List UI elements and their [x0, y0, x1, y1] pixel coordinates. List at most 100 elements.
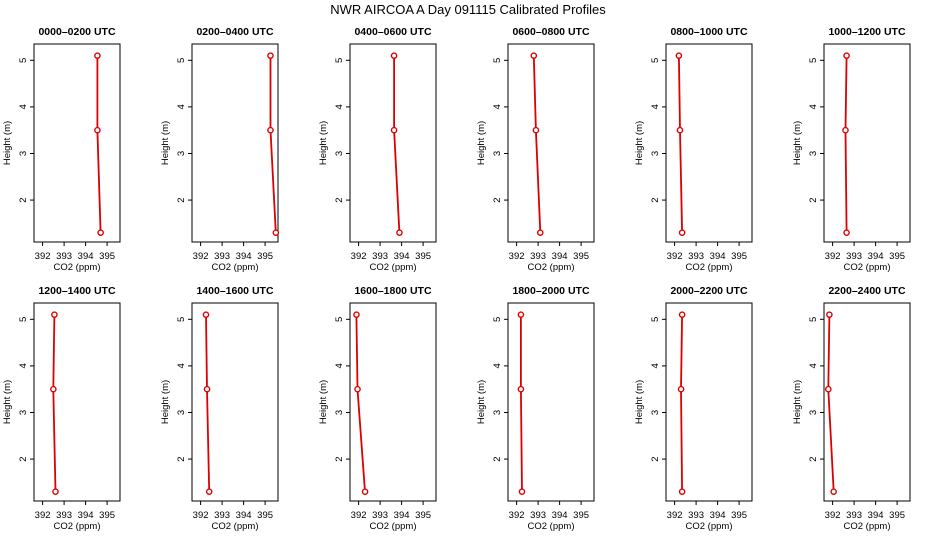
y-tick-label: 3 [18, 151, 29, 156]
data-point [361, 488, 369, 495]
profile-line [205, 314, 211, 492]
y-tick-label: 5 [808, 58, 819, 63]
y-tick-label: 5 [650, 317, 661, 322]
y-tick-label: 3 [176, 151, 187, 156]
data-point [830, 488, 837, 495]
y-tick-label: 4 [492, 363, 503, 368]
x-axis-label: CO2 (ppm) [528, 521, 575, 532]
profile-line [678, 55, 683, 233]
profile-line [269, 55, 277, 233]
y-tick-label: 5 [334, 317, 345, 322]
profile-line [680, 314, 683, 492]
y-tick-label: 5 [334, 58, 345, 63]
x-tick-label: 393 [530, 251, 546, 262]
profile-panel: 1200–1400 UTC 392 393 394 395 2 3 4 5 CO2 (ppm) He… [2, 285, 121, 532]
y-tick-label: 3 [334, 151, 345, 156]
panel-title: 0000–0200 UTC [38, 26, 115, 38]
profile-line [520, 314, 523, 492]
data-point [52, 488, 59, 495]
x-tick-label: 394 [552, 251, 568, 262]
y-tick-label: 3 [176, 410, 187, 415]
plot-frame [507, 302, 595, 502]
x-axis-label: CO2 (ppm) [54, 521, 101, 532]
x-tick-label: 392 [193, 510, 209, 521]
x-tick-label: 394 [236, 510, 252, 521]
y-tick-label: 5 [650, 58, 661, 63]
profile-panel: 0000–0200 UTC 392 393 394 395 2 3 4 5 CO2 (ppm) He… [2, 26, 121, 273]
data-point [678, 488, 686, 495]
data-point [676, 126, 684, 134]
plot-frame [823, 302, 911, 502]
figure-suptitle: NWR AIRCOA A Day 091115 Calibrated Profi… [330, 2, 606, 17]
plot-frame [191, 302, 279, 502]
profile-panel: 1000–1200 UTC 392 393 394 395 2 3 4 5 CO2 (ppm) He… [792, 26, 911, 273]
x-tick-label: 395 [257, 251, 273, 262]
data-point [97, 229, 104, 236]
profile-panel: 1400–1600 UTC 392 393 394 395 2 3 4 5 CO2 (ppm) He… [160, 285, 279, 532]
plot-frame [191, 43, 279, 243]
data-point [518, 488, 526, 495]
y-axis-label: Height (m) [160, 121, 171, 165]
panel-title: 0600–0800 UTC [512, 26, 589, 38]
x-tick-label: 393 [688, 251, 704, 262]
data-point [530, 52, 538, 59]
x-tick-label: 395 [889, 510, 905, 521]
data-point [202, 311, 210, 318]
data-point [203, 385, 211, 393]
y-tick-label: 5 [492, 317, 503, 322]
y-tick-label: 5 [18, 58, 29, 63]
y-tick-label: 3 [650, 410, 661, 415]
profile-panel: 2200–2400 UTC 392 393 394 395 2 3 4 5 CO2 (ppm) He… [792, 285, 911, 532]
profile-line [96, 55, 102, 233]
x-axis-label: CO2 (ppm) [370, 262, 417, 273]
plot-frame [823, 43, 911, 243]
x-tick-label: 393 [846, 510, 862, 521]
x-tick-label: 392 [667, 510, 683, 521]
x-axis-label: CO2 (ppm) [370, 521, 417, 532]
x-tick-label: 394 [868, 510, 884, 521]
data-point [50, 385, 57, 393]
panel-grid: 0000–0200 UTC 392 393 394 395 2 3 4 5 CO2 (ppm) He… [2, 26, 911, 532]
y-tick-label: 4 [176, 104, 187, 109]
x-tick-label: 393 [214, 251, 230, 262]
x-tick-label: 392 [509, 251, 525, 262]
y-tick-label: 2 [650, 197, 661, 202]
y-tick-label: 5 [492, 58, 503, 63]
x-tick-label: 392 [825, 510, 841, 521]
y-tick-label: 2 [808, 456, 819, 461]
data-point [390, 52, 398, 59]
y-tick-label: 4 [18, 104, 29, 109]
x-axis-label: CO2 (ppm) [686, 262, 733, 273]
y-tick-label: 3 [18, 410, 29, 415]
data-point [94, 126, 101, 134]
data-point [842, 126, 849, 134]
x-tick-label: 394 [710, 251, 726, 262]
plot-frame [349, 302, 437, 502]
data-point [536, 229, 544, 236]
x-axis-label: CO2 (ppm) [686, 521, 733, 532]
x-tick-label: 394 [394, 251, 410, 262]
data-point [826, 311, 833, 318]
y-axis-label: Height (m) [318, 380, 329, 424]
x-tick-label: 394 [78, 251, 94, 262]
x-tick-label: 393 [530, 510, 546, 521]
profile-line [355, 314, 366, 492]
x-axis-label: CO2 (ppm) [212, 521, 259, 532]
x-tick-label: 394 [868, 251, 884, 262]
x-tick-label: 393 [372, 251, 388, 262]
x-axis-label: CO2 (ppm) [844, 521, 891, 532]
profile-panel: 0400–0600 UTC 392 393 394 395 2 3 4 5 CO2 (ppm) He… [318, 26, 437, 273]
profile-line [532, 55, 542, 233]
profile-line [844, 55, 848, 233]
y-tick-label: 2 [176, 456, 187, 461]
y-tick-label: 5 [176, 58, 187, 63]
x-tick-label: 395 [731, 510, 747, 521]
x-tick-label: 392 [35, 510, 51, 521]
data-point [272, 229, 280, 236]
profile-panel: 1600–1800 UTC 392 393 394 395 2 3 4 5 CO2 (ppm) He… [318, 285, 437, 532]
panel-title: 1000–1200 UTC [828, 26, 905, 38]
profile-panel: 1800–2000 UTC 392 393 394 395 2 3 4 5 CO2 (ppm) He… [476, 285, 595, 532]
y-tick-label: 2 [808, 197, 819, 202]
data-point [677, 385, 685, 393]
